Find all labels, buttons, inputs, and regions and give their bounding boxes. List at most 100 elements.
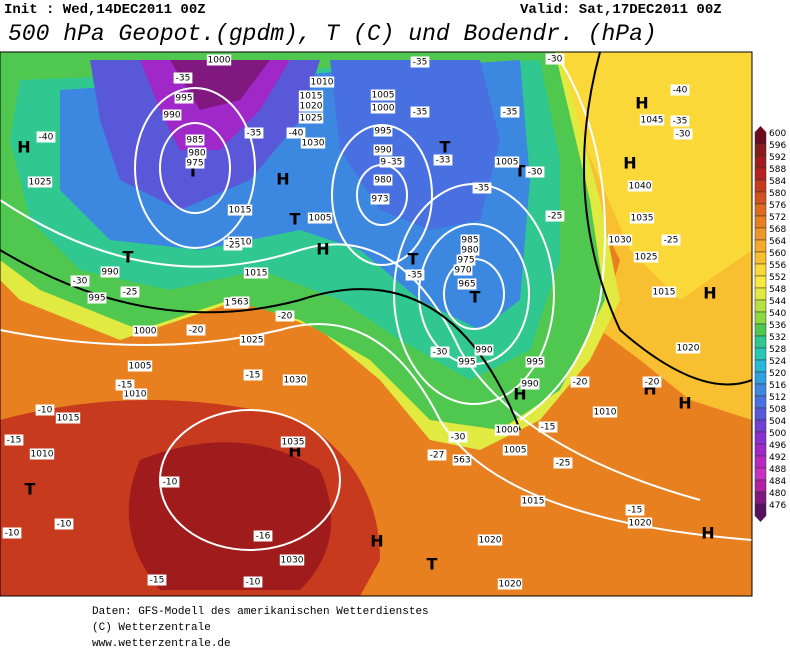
- pressure-center: H: [276, 170, 289, 189]
- contour-label: 1000: [134, 327, 157, 337]
- label-box: [307, 212, 333, 224]
- pressure-center: T: [123, 248, 134, 267]
- label-box: [385, 156, 405, 168]
- colorbar-cell: [754, 503, 767, 517]
- contour-label: 1020: [479, 536, 502, 546]
- pressure-center: H: [17, 138, 30, 157]
- colorbar-cell: [754, 155, 767, 169]
- label-box: [370, 89, 396, 101]
- label-box: [2, 527, 22, 539]
- colorbar-arrow: [755, 516, 766, 522]
- warm-core: [128, 442, 332, 590]
- label-box: [243, 267, 269, 279]
- label-box: [127, 360, 153, 372]
- contour-label: -10: [246, 578, 261, 588]
- contour-label: 1030: [281, 556, 304, 566]
- label-box: [120, 286, 140, 298]
- pressure-center: T: [470, 288, 481, 307]
- contour-label: -40: [289, 129, 304, 139]
- label-box: [633, 251, 659, 263]
- label-box: [223, 239, 243, 251]
- colorbar-cell: [754, 191, 767, 205]
- pressure-center: H: [370, 532, 383, 551]
- label-box: [430, 346, 450, 358]
- colorbar-label: 520: [769, 369, 786, 379]
- contour-label: -25: [548, 212, 563, 222]
- contour-label: 1005: [372, 91, 395, 101]
- contour-label: 985: [186, 136, 203, 146]
- contour-label: -30: [433, 348, 448, 358]
- contour-label: 995: [458, 358, 475, 368]
- label-box: [670, 84, 690, 96]
- label-box: [457, 278, 477, 290]
- colorbar-cell: [754, 251, 767, 265]
- contour-label: 980: [461, 246, 478, 256]
- label-box: [625, 504, 645, 516]
- contour-label: 1020: [629, 519, 652, 529]
- label-box: [494, 156, 520, 168]
- colorbar-label: 596: [769, 141, 786, 151]
- pressure-center: H: [678, 394, 691, 413]
- label-box: [472, 182, 492, 194]
- label-box: [545, 210, 565, 222]
- label-box: [607, 234, 633, 246]
- contour-label: 990: [475, 346, 492, 356]
- colorbar-cell: [754, 443, 767, 457]
- colorbar-label: 484: [769, 477, 786, 487]
- contour-label: -25: [226, 241, 241, 251]
- contour-label: 1000: [372, 104, 395, 114]
- label-box: [298, 90, 324, 102]
- valid-time: Valid: Sat,17DEC2011 00Z: [520, 2, 722, 18]
- colorbar-cell: [754, 311, 767, 325]
- pressure-center: H: [703, 284, 716, 303]
- label-box: [373, 125, 393, 137]
- contour-label: 990: [521, 380, 538, 390]
- contour-label: -35: [413, 108, 428, 118]
- footer-line: Daten: GFS-Modell des amerikanischen Wet…: [92, 606, 429, 618]
- label-box: [298, 112, 324, 124]
- label-box: [244, 127, 264, 139]
- contour-label: -35: [413, 58, 428, 68]
- cold-core: [170, 60, 270, 110]
- label-box: [162, 109, 182, 121]
- pressure-center: H: [316, 240, 329, 259]
- label-box: [629, 212, 655, 224]
- colorbar-cell: [754, 227, 767, 241]
- label-box: [460, 244, 480, 256]
- colorbar-cell: [754, 299, 767, 313]
- contour-label: -35: [475, 184, 490, 194]
- map-title: 500 hPa Geopot.(gpdm), T (C) und Bodendr…: [8, 21, 657, 47]
- contour-label: -40: [39, 133, 54, 143]
- label-box: [452, 454, 472, 466]
- colorbar-label: 584: [769, 177, 786, 187]
- colorbar-cell: [754, 215, 767, 229]
- pressure-center: H: [635, 94, 648, 113]
- label-box: [173, 72, 193, 84]
- colorbar-cell: [754, 455, 767, 469]
- colorbar-label: 556: [769, 261, 786, 271]
- contour-label: 1030: [284, 376, 307, 386]
- label-box: [675, 342, 701, 354]
- label-box: [280, 436, 306, 448]
- contour-label: 990: [101, 268, 118, 278]
- contour-label: 1020: [499, 580, 522, 590]
- label-box: [55, 412, 81, 424]
- label-box: [239, 334, 265, 346]
- label-box: [502, 444, 528, 456]
- label-box: [639, 114, 665, 126]
- colorbar-cell: [754, 371, 767, 385]
- label-box: [627, 517, 653, 529]
- colorbar-cell: [754, 431, 767, 445]
- colorbar-label: 540: [769, 309, 786, 319]
- label-box: [545, 53, 565, 65]
- contour-label: -40: [673, 86, 688, 96]
- contour-label: 1045: [641, 116, 664, 126]
- colorbar-cell: [754, 395, 767, 409]
- contour-label: 563: [453, 456, 470, 466]
- label-box: [673, 128, 693, 140]
- label-box: [87, 292, 107, 304]
- colorbar-label: 536: [769, 321, 786, 331]
- contour-label: 995: [374, 127, 391, 137]
- colorbar-label: 528: [769, 345, 786, 355]
